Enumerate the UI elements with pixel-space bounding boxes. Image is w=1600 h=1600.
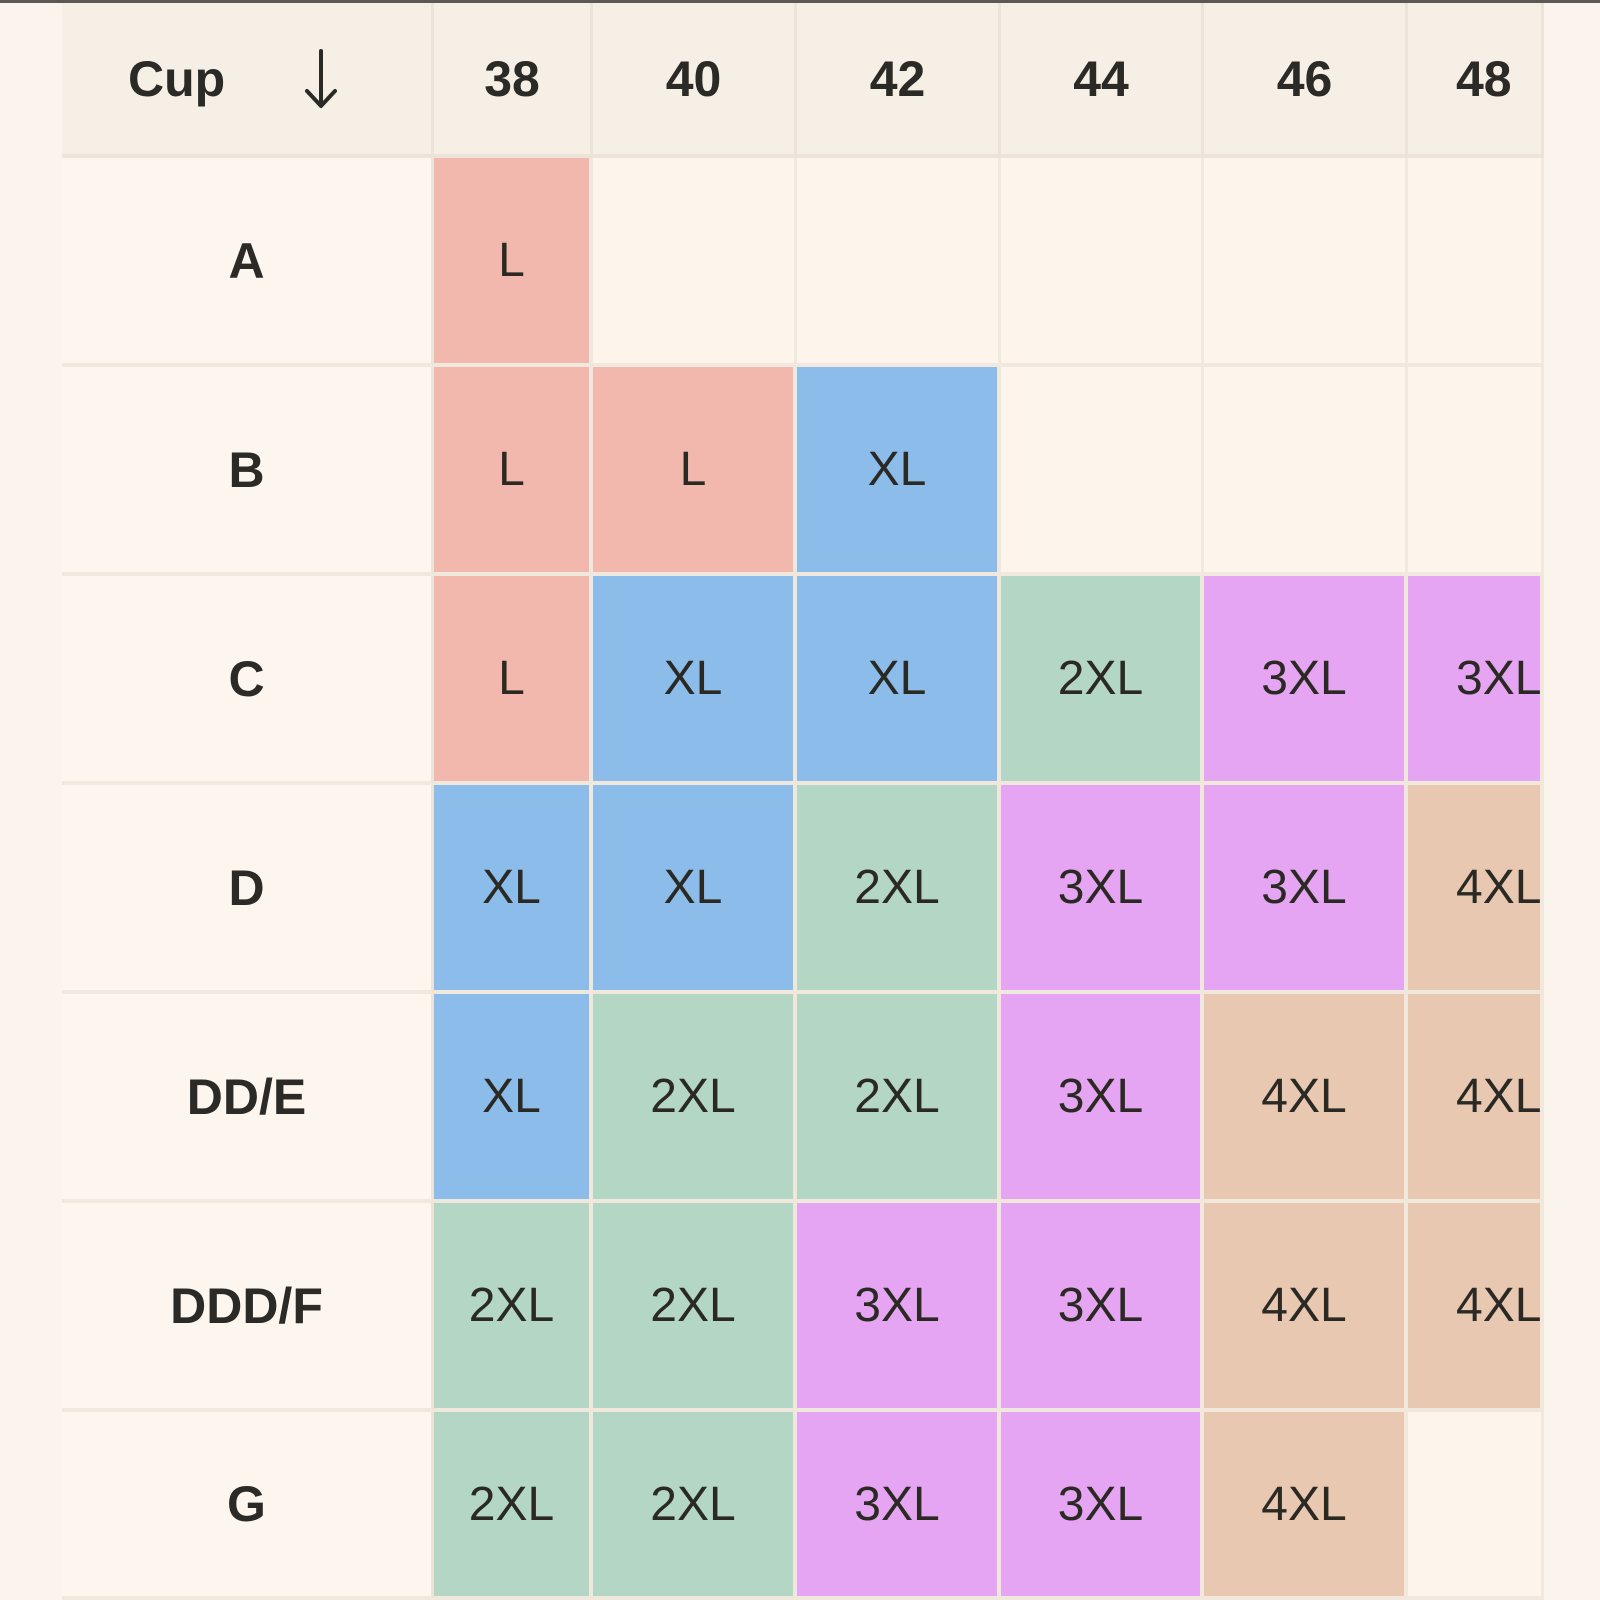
size-cell: 2XL	[593, 1203, 797, 1412]
size-cell: L	[434, 158, 593, 367]
empty-cell	[1001, 367, 1204, 576]
band-header-38[interactable]: 38	[434, 3, 593, 158]
size-cell: L	[434, 367, 593, 576]
size-cell: 2XL	[434, 1412, 593, 1600]
size-cell: L	[434, 576, 593, 785]
cup-label: DDD/F	[62, 1203, 434, 1412]
empty-cell	[1408, 367, 1544, 576]
size-cell: 2XL	[593, 994, 797, 1203]
size-cell: 2XL	[434, 1203, 593, 1412]
size-cell: XL	[593, 785, 797, 994]
cup-label: G	[62, 1412, 434, 1600]
size-cell: L	[593, 367, 797, 576]
size-cell: XL	[593, 576, 797, 785]
cup-label: A	[62, 158, 434, 367]
size-cell: 2XL	[797, 994, 1001, 1203]
size-cell: 2XL	[1001, 576, 1204, 785]
size-cell: 3XL	[1001, 1203, 1204, 1412]
band-header-48[interactable]: 48	[1408, 3, 1544, 158]
size-cell: XL	[434, 785, 593, 994]
size-cell: 4XL	[1408, 785, 1544, 994]
cup-label: DD/E	[62, 994, 434, 1203]
band-header-42[interactable]: 42	[797, 3, 1001, 158]
size-cell: 4XL	[1408, 1203, 1544, 1412]
size-chart-table: Cup 38 40 42 44 46 48 A L B L L XL C L XL XL 2XL 3XL 3XL D X…	[62, 3, 1544, 1600]
cup-header-label: Cup	[128, 50, 226, 107]
empty-cell	[1408, 1412, 1544, 1600]
top-divider	[0, 0, 1600, 3]
cup-column-header[interactable]: Cup	[62, 3, 434, 158]
size-cell: 4XL	[1204, 1203, 1408, 1412]
cup-label: B	[62, 367, 434, 576]
cup-label: C	[62, 576, 434, 785]
empty-cell	[1001, 158, 1204, 367]
empty-cell	[1204, 158, 1408, 367]
size-cell: 3XL	[797, 1203, 1001, 1412]
size-cell: XL	[434, 994, 593, 1203]
size-cell: 3XL	[1408, 576, 1544, 785]
empty-cell	[797, 158, 1001, 367]
size-cell: 3XL	[1204, 785, 1408, 994]
arrow-down-icon[interactable]	[301, 47, 341, 111]
size-cell: 3XL	[1204, 576, 1408, 785]
empty-cell	[1204, 367, 1408, 576]
size-cell: 4XL	[1204, 1412, 1408, 1600]
band-header-44[interactable]: 44	[1001, 3, 1204, 158]
cup-label: D	[62, 785, 434, 994]
size-cell: 3XL	[1001, 785, 1204, 994]
band-header-40[interactable]: 40	[593, 3, 797, 158]
size-cell: XL	[797, 576, 1001, 785]
size-cell: XL	[797, 367, 1001, 576]
size-cell: 4XL	[1204, 994, 1408, 1203]
size-cell: 3XL	[797, 1412, 1001, 1600]
size-cell: 3XL	[1001, 1412, 1204, 1600]
size-cell: 2XL	[797, 785, 1001, 994]
empty-cell	[1408, 158, 1544, 367]
size-cell: 3XL	[1001, 994, 1204, 1203]
size-cell: 4XL	[1408, 994, 1544, 1203]
empty-cell	[593, 158, 797, 367]
band-header-46[interactable]: 46	[1204, 3, 1408, 158]
size-cell: 2XL	[593, 1412, 797, 1600]
